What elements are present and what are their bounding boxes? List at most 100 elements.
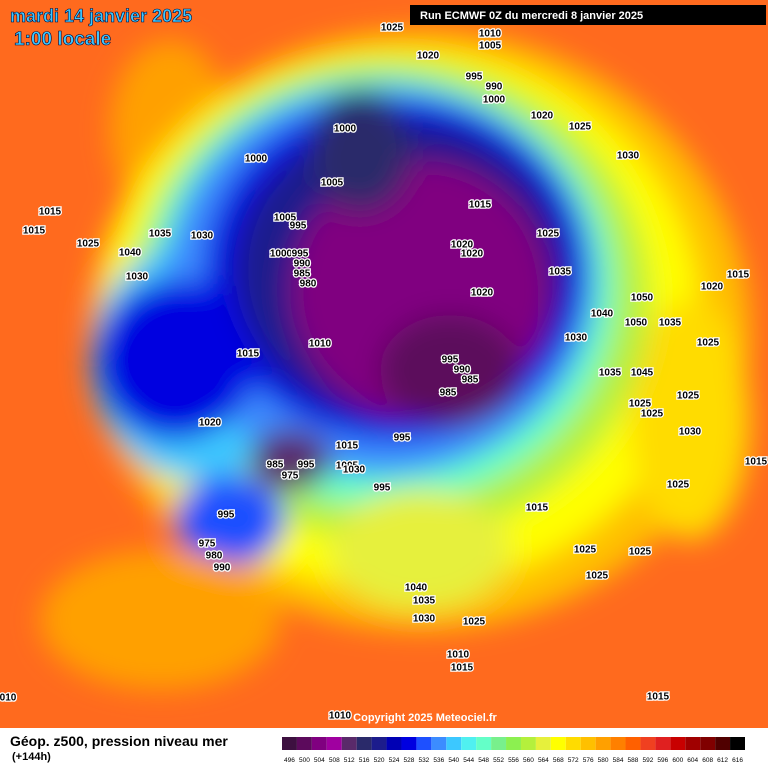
legend-label: 524 bbox=[389, 757, 400, 764]
legend-swatch bbox=[565, 737, 581, 750]
isobar-label: 1025 bbox=[569, 122, 592, 133]
isobar-label: 1015 bbox=[237, 349, 260, 360]
isobar-label: 1005 bbox=[336, 461, 359, 472]
isobar-label: 1005 bbox=[321, 178, 344, 189]
isobar-label: 1035 bbox=[549, 267, 572, 278]
isobar-label: 1020 bbox=[199, 418, 222, 429]
isobar-label: 1015 bbox=[451, 663, 474, 674]
isobar-label: 1025 bbox=[629, 399, 652, 410]
legend-swatch bbox=[580, 737, 596, 750]
isobar-label: 1000 bbox=[270, 249, 293, 260]
isobar-label: 1025 bbox=[574, 545, 597, 556]
legend-label: 592 bbox=[642, 757, 653, 764]
isobar-label: 1040 bbox=[405, 583, 428, 594]
legend-swatch bbox=[655, 737, 671, 750]
legend-swatch bbox=[520, 737, 536, 750]
isobar-label: 980 bbox=[300, 279, 317, 290]
legend-swatch bbox=[416, 737, 432, 750]
legend-label: 572 bbox=[568, 757, 579, 764]
isobar-label: 1010 bbox=[329, 711, 352, 722]
copyright: Copyright 2025 Meteociel.fr bbox=[353, 712, 497, 724]
isobar-label: 1050 bbox=[631, 293, 654, 304]
isobar-label: 1005 bbox=[479, 41, 502, 52]
legend-label: 588 bbox=[628, 757, 639, 764]
legend-label: 564 bbox=[538, 757, 549, 764]
color-legend: 496 500 504 508 512 516 520 524 528 532 536 540 544 5… bbox=[282, 737, 745, 764]
isobar-label: 1030 bbox=[413, 614, 436, 625]
legend-swatch bbox=[282, 737, 297, 750]
legend-swatch bbox=[700, 737, 716, 750]
legend-label: 548 bbox=[478, 757, 489, 764]
isobar-label: 1020 bbox=[471, 288, 494, 299]
isobar-label: 1040 bbox=[119, 248, 142, 259]
isobar-label: 1020 bbox=[451, 240, 474, 251]
run-info: Run ECMWF 0Z du mercredi 8 janvier 2025 bbox=[420, 10, 643, 22]
isobar-label: 995 bbox=[218, 510, 235, 521]
map-date: mardi 14 janvier 2025 bbox=[10, 6, 192, 26]
legend-swatch bbox=[595, 737, 611, 750]
isobar-label: 1000 bbox=[483, 95, 506, 106]
legend-label: 552 bbox=[493, 757, 504, 764]
isobar-label: 995 bbox=[394, 433, 411, 444]
isobar-label: 1025 bbox=[381, 23, 404, 34]
isobar-label: 975 bbox=[282, 471, 299, 482]
legend-swatch bbox=[431, 737, 447, 750]
legend-swatch bbox=[506, 737, 521, 750]
legend-swatch bbox=[491, 737, 507, 750]
legend-label: 536 bbox=[433, 757, 444, 764]
legend-label: 580 bbox=[598, 757, 609, 764]
legend-label: 508 bbox=[329, 757, 340, 764]
isobar-label: 1050 bbox=[625, 318, 648, 329]
isobar-label: 1030 bbox=[679, 427, 702, 438]
legend-swatch bbox=[640, 737, 656, 750]
legend-label: 556 bbox=[508, 757, 519, 764]
legend-swatch bbox=[311, 737, 327, 750]
legend-swatch bbox=[715, 737, 731, 750]
isobar-label: 990 bbox=[214, 563, 231, 574]
isobar-label: 1045 bbox=[631, 368, 654, 379]
legend-swatch bbox=[685, 737, 701, 750]
isobar-label: 985 bbox=[440, 388, 457, 399]
legend-label: 496 bbox=[284, 757, 295, 764]
legend-swatch bbox=[461, 737, 477, 750]
isobar-label: 995 bbox=[442, 355, 459, 366]
isobar-label: 1015 bbox=[39, 207, 62, 218]
legend-swatch bbox=[670, 737, 686, 750]
isobar-label: 1015 bbox=[23, 226, 46, 237]
isobar-label: 1025 bbox=[641, 409, 664, 420]
legend-swatch bbox=[401, 737, 417, 750]
isobar-label: 1020 bbox=[531, 111, 554, 122]
isobar-label: 1015 bbox=[469, 200, 492, 211]
isobar-label: 1020 bbox=[417, 51, 440, 62]
isobar-label: 1025 bbox=[463, 617, 486, 628]
isobar-label: 1015 bbox=[745, 457, 768, 468]
isobar-label: 985 bbox=[462, 375, 479, 386]
isobar-label: 1025 bbox=[77, 239, 100, 250]
legend-label: 516 bbox=[359, 757, 370, 764]
isobar-label: 1030 bbox=[617, 151, 640, 162]
isobar-label: 995 bbox=[290, 221, 307, 232]
legend-label: 584 bbox=[613, 757, 624, 764]
legend-swatch bbox=[610, 737, 626, 750]
isobar-label: 1035 bbox=[599, 368, 622, 379]
legend-label: 604 bbox=[687, 757, 698, 764]
legend-label: 512 bbox=[344, 757, 355, 764]
legend-swatch bbox=[356, 737, 372, 750]
legend-swatch bbox=[371, 737, 387, 750]
legend-label: 504 bbox=[314, 757, 325, 764]
legend-label: 528 bbox=[404, 757, 415, 764]
legend-swatch bbox=[296, 737, 312, 750]
isobar-label: 995 bbox=[292, 249, 309, 260]
legend-label: 500 bbox=[299, 757, 310, 764]
isobar-label: 980 bbox=[206, 551, 223, 562]
field-label: Géop. z500, pression niveau mer bbox=[10, 733, 228, 749]
legend-swatch bbox=[446, 737, 462, 750]
isobar-label: 1015 bbox=[727, 270, 750, 281]
isobar-label: 1025 bbox=[629, 547, 652, 558]
isobar-label: 1025 bbox=[586, 571, 609, 582]
legend-swatch bbox=[326, 737, 342, 750]
legend-swatch bbox=[730, 737, 745, 750]
legend-label: 540 bbox=[448, 757, 459, 764]
isobar-label: 1035 bbox=[659, 318, 682, 329]
